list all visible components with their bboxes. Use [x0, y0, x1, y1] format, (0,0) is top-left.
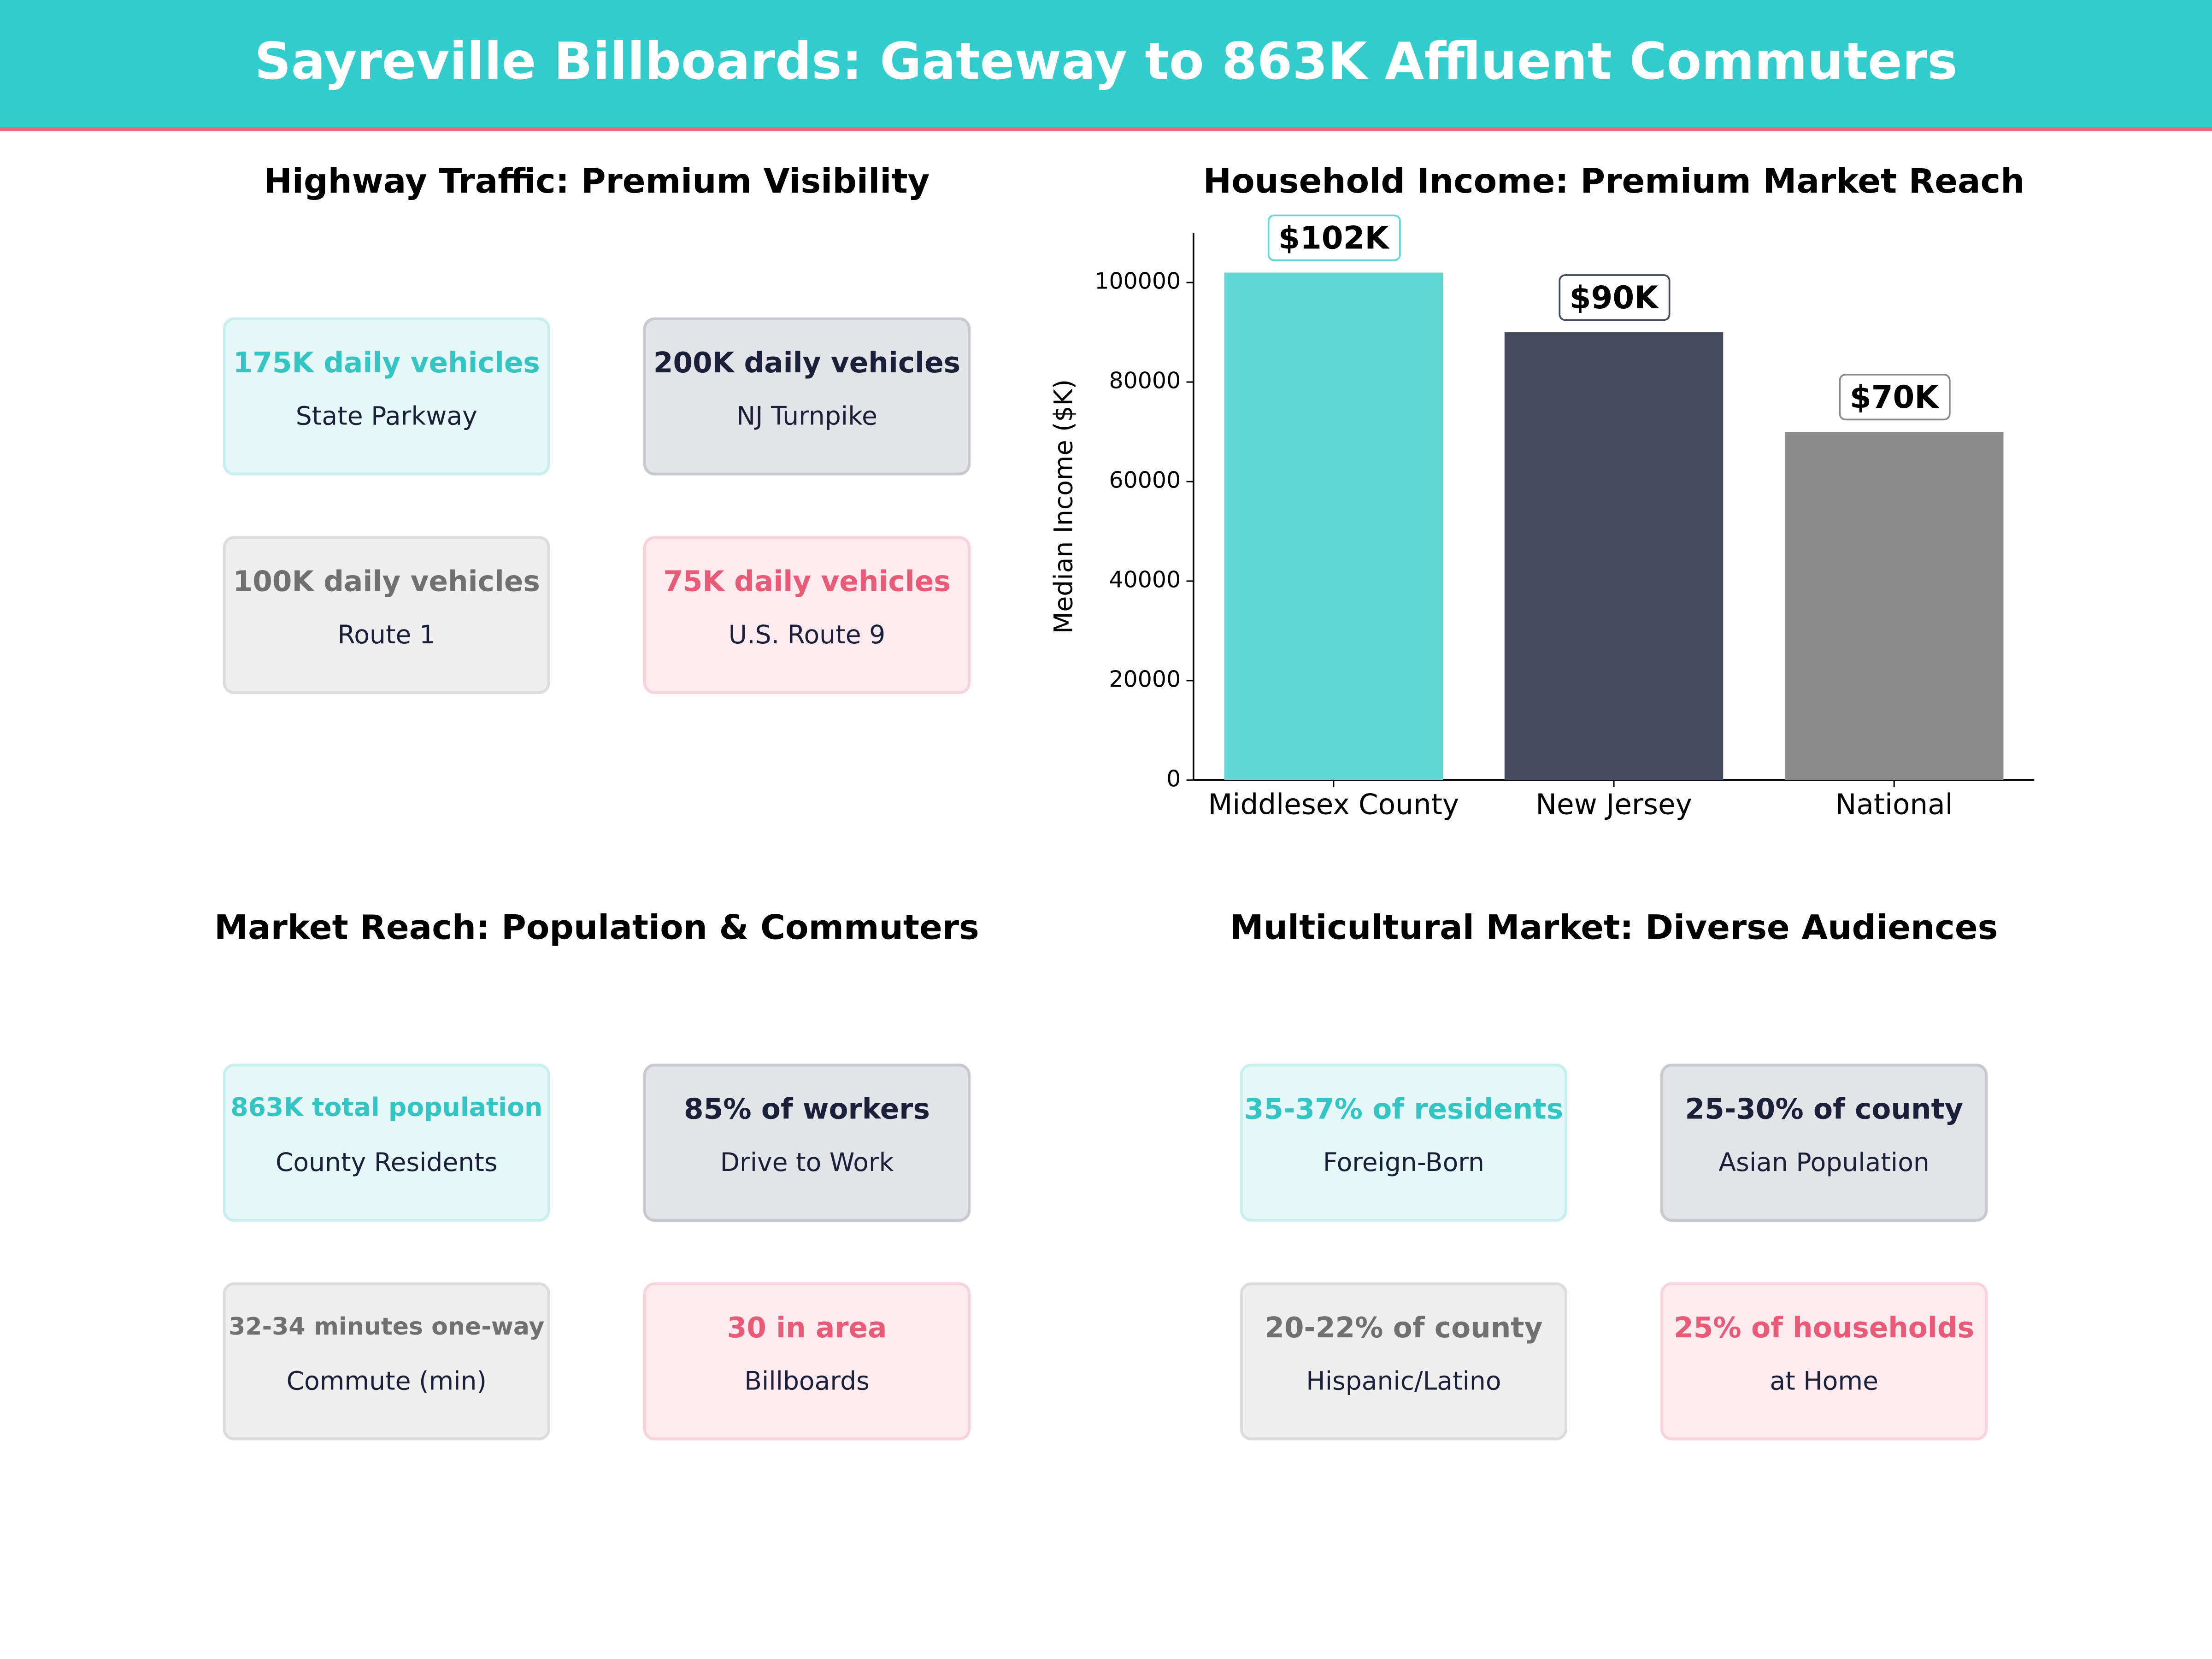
x-tick-label: National — [1835, 787, 1953, 821]
value-label-text: $102K — [1278, 220, 1390, 256]
header-rule — [0, 127, 2212, 131]
y-tick-label: 0 — [1166, 765, 1181, 792]
y-tick-label: 20000 — [1109, 666, 1181, 692]
stat-value: 863K total population — [230, 1093, 543, 1123]
bar — [1504, 332, 1724, 780]
stat-value: 25-30% of county — [1685, 1092, 1963, 1126]
value-label-box — [1839, 374, 1951, 421]
stat-value: 32-34 minutes one-way — [229, 1312, 545, 1341]
x-tick-label: New Jersey — [1535, 787, 1692, 821]
stat-card: 25-30% of county Asian Population — [1660, 1064, 1988, 1222]
y-tick-label: 100000 — [1094, 268, 1181, 294]
stat-card: 200K daily vehicles NJ Turnpike — [643, 317, 971, 476]
stat-card: 863K total population County Residents — [223, 1064, 550, 1222]
y-tick-label: 80000 — [1109, 368, 1181, 394]
panel-title: Market Reach: Population & Commuters — [214, 908, 979, 947]
value-label: $102K — [1267, 214, 1401, 261]
stat-label: County Residents — [275, 1148, 498, 1178]
stat-label: at Home — [1770, 1367, 1878, 1397]
panel-title: Multicultural Market: Diverse Audiences — [1230, 908, 1998, 947]
stat-card: 75K daily vehicles U.S. Route 9 — [643, 536, 971, 694]
stat-value: 35-37% of residents — [1244, 1092, 1564, 1126]
stat-label: Hispanic/Latino — [1306, 1367, 1501, 1397]
stat-label: Foreign-Born — [1323, 1148, 1484, 1178]
header-band — [0, 0, 2212, 130]
y-tick-label: 40000 — [1109, 566, 1181, 593]
page-title: Sayreville Billboards: Gateway to 863K A… — [254, 32, 1957, 91]
value-label: $70K — [1839, 374, 1951, 421]
stat-card: 35-37% of residents Foreign-Born — [1240, 1064, 1568, 1222]
stat-value: 85% of workers — [684, 1092, 930, 1126]
stat-card: 30 in area Billboards — [643, 1282, 971, 1441]
value-label-box — [1559, 274, 1671, 321]
value-label-box — [1267, 214, 1401, 261]
panel-title: Highway Traffic: Premium Visibility — [264, 162, 930, 201]
stat-value: 25% of households — [1674, 1310, 1975, 1345]
stat-label: Commute (min) — [286, 1367, 487, 1397]
stat-card: 32-34 minutes one-way Commute (min) — [223, 1282, 550, 1441]
value-label-text: $70K — [1850, 379, 1940, 415]
chart-title: Household Income: Premium Market Reach — [1203, 162, 2025, 201]
x-tick-label: Middlesex County — [1208, 787, 1459, 821]
stat-label: U.S. Route 9 — [728, 620, 886, 651]
y-tick-label: 60000 — [1109, 467, 1181, 493]
stat-value: 75K daily vehicles — [663, 564, 951, 598]
stat-card: 100K daily vehicles Route 1 — [223, 536, 550, 694]
stat-label: State Parkway — [295, 402, 477, 432]
stat-label: Asian Population — [1718, 1148, 1930, 1178]
stat-label: NJ Turnpike — [736, 402, 877, 432]
stat-card: 175K daily vehicles State Parkway — [223, 317, 550, 476]
stat-value: 200K daily vehicles — [653, 346, 961, 380]
stat-label: Billboards — [744, 1367, 870, 1397]
stat-value: 20-22% of county — [1265, 1310, 1543, 1345]
stat-card: 20-22% of county Hispanic/Latino — [1240, 1282, 1568, 1441]
stat-card: 25% of households at Home — [1660, 1282, 1988, 1441]
value-label: $90K — [1559, 274, 1671, 321]
value-label-text: $90K — [1570, 279, 1660, 316]
stat-value: 100K daily vehicles — [233, 564, 540, 598]
stat-label: Drive to Work — [720, 1148, 894, 1178]
y-axis-label: Median Income ($K) — [1048, 379, 1078, 634]
stat-card: 85% of workers Drive to Work — [643, 1064, 971, 1222]
stat-value: 30 in area — [727, 1310, 887, 1345]
bar — [1224, 272, 1443, 780]
stat-label: Route 1 — [337, 620, 436, 651]
stat-value: 175K daily vehicles — [233, 346, 540, 380]
bar — [1784, 432, 2004, 780]
